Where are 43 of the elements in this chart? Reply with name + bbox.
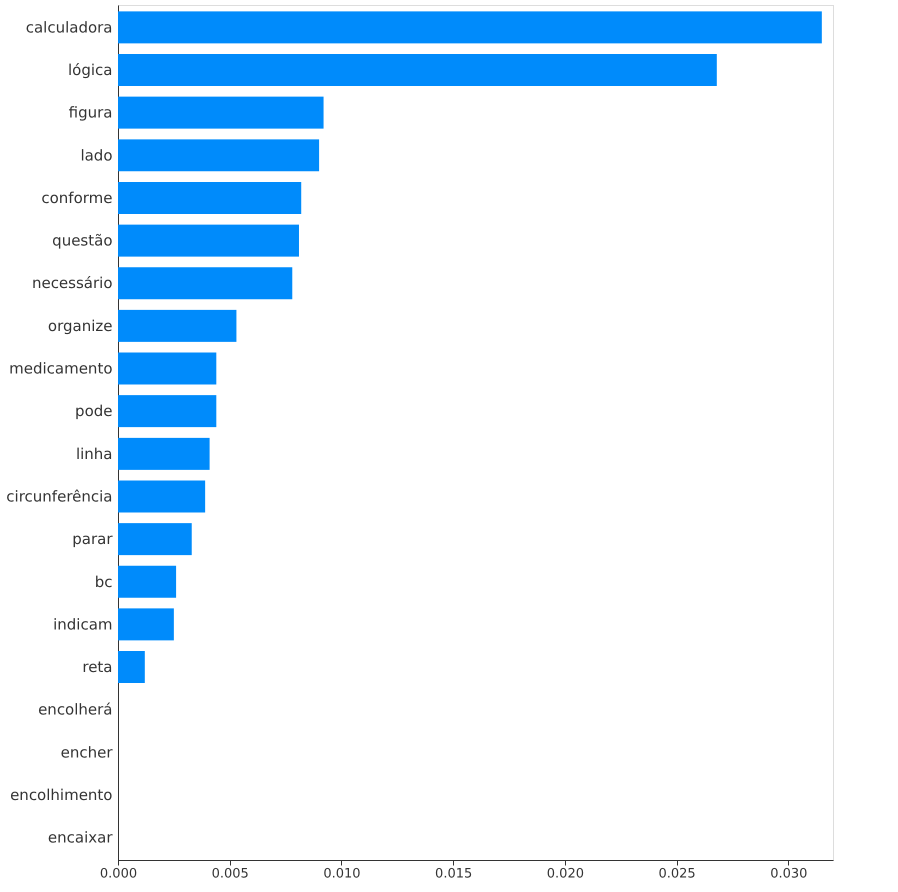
x-tick-label: 0.025	[658, 866, 696, 882]
x-tick-label: 0.030	[770, 866, 808, 882]
y-tick-label: parar	[72, 530, 114, 548]
bar	[118, 11, 822, 44]
x-tick-label: 0.015	[435, 866, 472, 882]
bar	[118, 96, 324, 129]
y-tick-label: encolherá	[38, 700, 112, 719]
y-tick-label: figura	[68, 104, 112, 122]
y-tick-label: circunferência	[6, 487, 112, 506]
y-tick-label: encolhimento	[10, 786, 112, 804]
bar	[118, 352, 216, 385]
bar	[118, 395, 216, 428]
bar	[118, 182, 302, 214]
y-tick-label: conforme	[41, 188, 112, 207]
y-tick-label: linha	[76, 444, 112, 463]
x-tick-label: 0.000	[100, 866, 138, 882]
y-tick-label: lado	[80, 146, 112, 164]
x-tick-label: 0.010	[323, 866, 361, 882]
y-tick-label: encher	[60, 743, 114, 762]
y-tick-label: calculadora	[26, 18, 112, 36]
bar	[118, 310, 236, 342]
x-tick-label: 0.005	[212, 866, 249, 882]
y-tick-label: pode	[75, 402, 112, 420]
bar	[118, 224, 299, 257]
bar	[118, 566, 176, 598]
y-tick-label: encaixar	[48, 828, 114, 847]
y-tick-label: lógica	[68, 61, 112, 80]
y-tick-label: questão	[52, 232, 112, 250]
x-tick-label: 0.020	[546, 866, 584, 882]
bar	[118, 438, 210, 470]
bar	[118, 651, 145, 684]
y-tick-label: indicam	[53, 615, 112, 634]
bar	[118, 523, 192, 556]
bar	[118, 54, 717, 86]
bar	[118, 139, 320, 172]
bar	[118, 608, 174, 640]
y-tick-label: reta	[82, 658, 112, 676]
y-tick-label: medicamento	[9, 360, 112, 378]
y-tick-label: necessário	[32, 274, 112, 292]
y-tick-label: bc	[94, 572, 112, 591]
bar	[118, 480, 206, 512]
y-tick-label: organize	[48, 316, 112, 335]
bar	[118, 267, 292, 300]
